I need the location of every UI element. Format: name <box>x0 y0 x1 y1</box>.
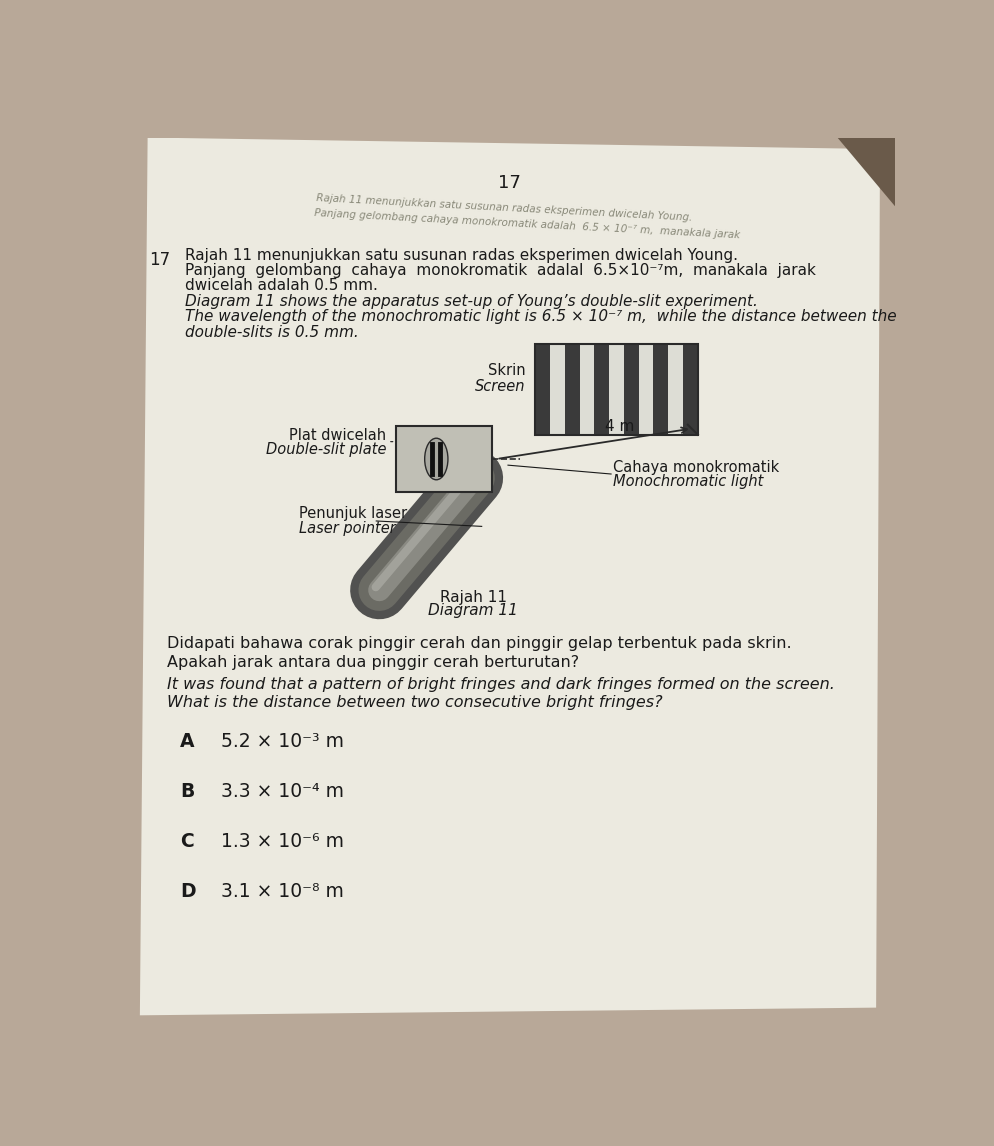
Bar <box>683 344 697 434</box>
Text: Skrin: Skrin <box>488 363 525 378</box>
Text: 17: 17 <box>149 251 170 269</box>
Text: 3.1 × 10⁻⁸ m: 3.1 × 10⁻⁸ m <box>221 882 344 901</box>
Text: Double-slit plate: Double-slit plate <box>265 442 386 457</box>
Text: Diagram 11 shows the apparatus set-up of Young’s double-slit experiment.: Diagram 11 shows the apparatus set-up of… <box>185 293 757 308</box>
Text: Rajah 11 menunjukkan satu susunan radas eksperimen dwicelah Young.: Rajah 11 menunjukkan satu susunan radas … <box>185 248 738 262</box>
Text: Panjang  gelombang  cahaya  monokromatik  adalal  6.5×10⁻⁷m,  manakala  jarak: Panjang gelombang cahaya monokromatik ad… <box>185 264 815 278</box>
Text: Cahaya monokromatik: Cahaya monokromatik <box>612 460 778 474</box>
Text: Plat dwicelah: Plat dwicelah <box>289 427 386 444</box>
Text: C: C <box>180 832 194 851</box>
Text: The wavelength of the monochromatic light is 6.5 × 10⁻⁷ m,  while the distance b: The wavelength of the monochromatic ligh… <box>185 309 896 324</box>
Bar <box>535 344 697 434</box>
Text: Laser pointer: Laser pointer <box>298 521 395 536</box>
Text: Screen: Screen <box>475 378 525 394</box>
Bar <box>608 344 623 434</box>
Bar <box>550 344 565 434</box>
Text: 5.2 × 10⁻³ m: 5.2 × 10⁻³ m <box>221 732 344 751</box>
Text: Penunjuk laser: Penunjuk laser <box>298 505 407 520</box>
Bar <box>579 344 593 434</box>
Bar <box>535 344 550 434</box>
Text: double-slits is 0.5 mm.: double-slits is 0.5 mm. <box>185 324 358 339</box>
Text: Rajah 11: Rajah 11 <box>439 589 506 604</box>
Polygon shape <box>140 138 879 1015</box>
Text: Rajah 11 menunjukkan satu susunan radas eksperimen dwicelah Young.: Rajah 11 menunjukkan satu susunan radas … <box>315 193 692 222</box>
Text: A: A <box>180 732 195 751</box>
Text: D: D <box>180 882 196 901</box>
Ellipse shape <box>424 438 447 480</box>
Text: 3.3 × 10⁻⁴ m: 3.3 × 10⁻⁴ m <box>221 782 344 801</box>
Text: 4 m: 4 m <box>604 419 633 434</box>
Text: 17: 17 <box>498 174 521 193</box>
Bar <box>653 344 668 434</box>
Text: 1.3 × 10⁻⁶ m: 1.3 × 10⁻⁶ m <box>221 832 344 851</box>
Text: dwicelah adalah 0.5 mm.: dwicelah adalah 0.5 mm. <box>185 278 378 293</box>
Text: Monochromatic light: Monochromatic light <box>612 474 762 489</box>
Text: Diagram 11: Diagram 11 <box>427 604 518 619</box>
Bar <box>565 344 579 434</box>
Text: Apakah jarak antara dua pinggir cerah berturutan?: Apakah jarak antara dua pinggir cerah be… <box>167 656 579 670</box>
Text: B: B <box>180 782 195 801</box>
Text: What is the distance between two consecutive bright fringes?: What is the distance between two consecu… <box>167 694 662 711</box>
Text: Panjang gelombang cahaya monokromatik adalah  6.5 × 10⁻⁷ m,  manakala jarak: Panjang gelombang cahaya monokromatik ad… <box>314 209 740 241</box>
Bar <box>668 344 683 434</box>
Bar <box>623 344 638 434</box>
Text: It was found that a pattern of bright fringes and dark fringes formed on the scr: It was found that a pattern of bright fr… <box>167 676 834 691</box>
Text: Didapati bahawa corak pinggir cerah dan pinggir gelap terbentuk pada skrin.: Didapati bahawa corak pinggir cerah dan … <box>167 636 791 651</box>
Bar <box>593 344 608 434</box>
Bar <box>396 426 492 492</box>
Polygon shape <box>798 138 895 206</box>
Bar <box>638 344 653 434</box>
